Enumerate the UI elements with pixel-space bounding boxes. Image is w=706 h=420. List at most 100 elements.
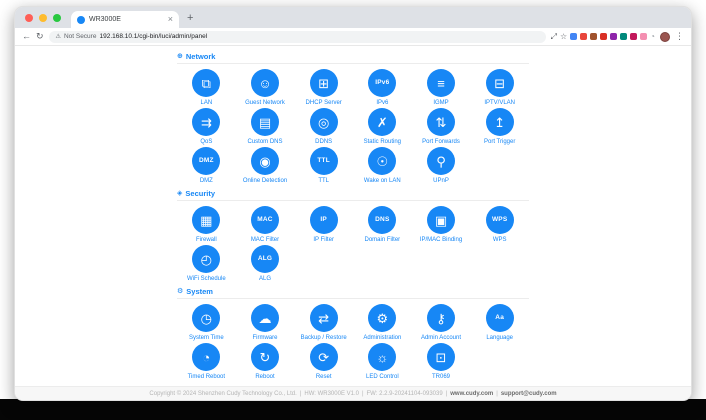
tile-backup-restore[interactable]: ⇄ Backup / Restore	[294, 304, 353, 342]
extension-red-circle-icon[interactable]	[580, 33, 588, 40]
tile-ddns[interactable]: ◎ DDNS	[294, 108, 353, 146]
tile-led-control[interactable]: ☼ LED Control	[353, 343, 412, 381]
guest-network-icon: ☺	[250, 69, 279, 97]
tile-administration[interactable]: ⚙ Administration	[353, 304, 412, 342]
tile-label: UPnP	[433, 178, 449, 184]
extension-blue-icon[interactable]	[570, 33, 578, 40]
firewall-icon: ▦	[192, 206, 221, 234]
tile-alg[interactable]: ALG ALG	[236, 245, 295, 283]
tile-label: Port Trigger	[483, 139, 516, 145]
firmware-icon: ☁	[250, 304, 279, 332]
tile-online-detection[interactable]: ◉ Online Detection	[236, 147, 295, 185]
tile-ttl[interactable]: TTL TTL	[294, 147, 353, 185]
tile-label: Firmware	[252, 335, 278, 341]
page-content: ⊕ Network ⧉ LAN ☺ Guest Network ⊞ DHCP Server IP…	[15, 46, 691, 400]
admin-panel: ⊕ Network ⧉ LAN ☺ Guest Network ⊞ DHCP Server IP…	[177, 46, 529, 381]
address-url: 192.168.10.1/cgi-bin/luci/admin/panel	[99, 33, 208, 40]
tile-label: Custom DNS	[247, 139, 283, 145]
tile-iptv-vlan[interactable]: ⊟ IPTV/VLAN	[470, 69, 529, 107]
extension-orange-icon[interactable]	[600, 33, 608, 40]
tile-custom-dns[interactable]: ▤ Custom DNS	[236, 108, 295, 146]
gear-icon: ⚙	[177, 288, 184, 295]
tile-upnp[interactable]: ⚲ UPnP	[412, 147, 471, 185]
tile-label: WPS	[492, 237, 507, 243]
system-time-icon: ◷	[192, 304, 221, 332]
tile-port-forwards[interactable]: ⇅ Port Forwards	[412, 108, 471, 146]
tile-label: LED Control	[365, 374, 399, 380]
tab-strip: WR3000E × +	[15, 7, 691, 28]
shield-icon: ◈	[177, 190, 183, 197]
browser-menu-icon[interactable]: ⋮	[675, 31, 684, 41]
tile-firewall[interactable]: ▦ Firewall	[177, 206, 236, 244]
tile-wps[interactable]: WPS WPS	[470, 206, 529, 244]
window-controls	[25, 14, 61, 22]
port-forwards-icon: ⇅	[426, 108, 455, 136]
ip-mac-binding-icon: ▣	[426, 206, 455, 234]
administration-icon: ⚙	[368, 304, 397, 332]
tab-close-icon[interactable]: ×	[167, 14, 173, 24]
tile-dhcp-server[interactable]: ⊞ DHCP Server	[294, 69, 353, 107]
close-window-button[interactable]	[25, 14, 33, 22]
tile-reset[interactable]: ⟳ Reset	[294, 343, 353, 381]
tile-wake-on-lan[interactable]: ☉ Wake on LAN	[353, 147, 412, 185]
footer-site-link[interactable]: www.cudy.com	[450, 390, 494, 397]
tile-ipv6[interactable]: IPv6 IPv6	[353, 69, 412, 107]
reload-button[interactable]: ↻	[36, 31, 44, 41]
extension-teal-icon[interactable]	[620, 33, 628, 40]
tile-label: Admin Account	[420, 335, 461, 341]
extension-purple-icon[interactable]	[610, 33, 618, 40]
tile-igmp[interactable]: ≡ IGMP	[412, 69, 471, 107]
minimize-window-button[interactable]	[39, 14, 47, 22]
extension-crimson-icon[interactable]	[630, 33, 638, 40]
extension-pink-icon[interactable]	[640, 33, 648, 40]
tile-lan[interactable]: ⧉ LAN	[177, 69, 236, 107]
tile-dmz[interactable]: DMZ DMZ	[177, 147, 236, 185]
footer-fw-version: FW: 2.2.9-20241104-093039	[366, 390, 443, 397]
tile-label: Online Detection	[242, 178, 288, 184]
tile-ip-mac-binding[interactable]: ▣ IP/MAC Binding	[412, 206, 471, 244]
zoom-window-button[interactable]	[53, 14, 61, 22]
tile-port-trigger[interactable]: ↥ Port Trigger	[470, 108, 529, 146]
tile-label: Reboot	[255, 374, 275, 380]
igmp-icon: ≡	[426, 69, 455, 97]
tile-ip-filter[interactable]: IP IP Filter	[294, 206, 353, 244]
bookmark-star-icon[interactable]: ☆	[559, 31, 568, 41]
profile-avatar[interactable]	[660, 31, 670, 42]
tile-qos[interactable]: ⇉ QoS	[177, 108, 236, 146]
tile-language[interactable]: Aa Language	[470, 304, 529, 342]
tile-domain-filter[interactable]: DNS Domain Filter	[353, 206, 412, 244]
tile-firmware[interactable]: ☁ Firmware	[236, 304, 295, 342]
footer-support-link[interactable]: support@cudy.com	[500, 390, 557, 397]
tile-label: Timed Reboot	[187, 374, 226, 380]
back-button[interactable]: ←	[22, 31, 31, 41]
tile-timed-reboot[interactable]: ◔ Timed Reboot	[177, 343, 236, 381]
footer-separator: |	[299, 390, 302, 397]
language-icon: Aa	[485, 304, 514, 332]
tile-mac-filter[interactable]: MAC MAC Filter	[236, 206, 295, 244]
tile-reboot[interactable]: ↻ Reboot	[236, 343, 295, 381]
browser-window: WR3000E × + ← ↻ ⚠ Not Secure 192.168.10.…	[14, 6, 692, 401]
tile-admin-account[interactable]: ⚷ Admin Account	[412, 304, 471, 342]
tile-wifi-schedule[interactable]: ◴ WiFi Schedule	[177, 245, 236, 283]
desktop-background	[0, 399, 706, 420]
address-bar[interactable]: ⚠ Not Secure 192.168.10.1/cgi-bin/luci/a…	[48, 30, 546, 43]
wake-on-lan-icon: ☉	[368, 147, 397, 175]
browser-tab[interactable]: WR3000E ×	[71, 11, 179, 28]
tile-guest-network[interactable]: ☺ Guest Network	[236, 69, 295, 107]
tile-label: DMZ	[199, 178, 213, 184]
footer-copyright: Copyright © 2024 Shenzhen Cudy Technolog…	[149, 390, 297, 397]
history-clock-icon[interactable]: ◔	[650, 31, 655, 41]
tile-label: Administration	[363, 335, 402, 341]
port-trigger-icon: ↥	[485, 108, 514, 136]
reboot-icon: ↻	[250, 343, 279, 371]
new-tab-button[interactable]: +	[187, 12, 194, 24]
sidebar-icon[interactable]: ⤢	[550, 31, 557, 41]
tile-static-routing[interactable]: ✗ Static Routing	[353, 108, 412, 146]
tile-system-time[interactable]: ◷ System Time	[177, 304, 236, 342]
extension-brown-icon[interactable]	[590, 33, 598, 40]
footer-separator: |	[496, 390, 498, 397]
static-routing-icon: ✗	[368, 108, 397, 136]
section-system: ⚙ System ◷ System Time ☁ Firmware ⇄ Backup / Re…	[177, 283, 529, 381]
tile-tr069[interactable]: ⊡ TR069	[412, 343, 471, 381]
section-network: ⊕ Network ⧉ LAN ☺ Guest Network ⊞ DHCP Server IP…	[177, 48, 529, 185]
